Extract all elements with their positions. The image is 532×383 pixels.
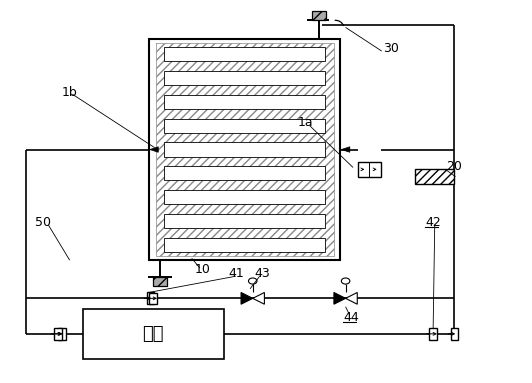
Bar bbox=[359, 162, 380, 177]
Bar bbox=[149, 39, 340, 260]
Bar bbox=[164, 190, 326, 204]
Text: 44: 44 bbox=[343, 311, 359, 324]
Bar bbox=[83, 309, 223, 358]
Bar bbox=[153, 277, 167, 286]
Polygon shape bbox=[150, 147, 159, 152]
Text: 10: 10 bbox=[194, 263, 210, 276]
Bar bbox=[312, 11, 327, 20]
Text: 42: 42 bbox=[425, 216, 441, 229]
Text: 20: 20 bbox=[446, 160, 462, 173]
Bar bbox=[58, 328, 65, 340]
Bar bbox=[451, 328, 458, 340]
Bar bbox=[164, 237, 326, 252]
Bar bbox=[147, 292, 154, 304]
Bar bbox=[164, 119, 326, 133]
Polygon shape bbox=[346, 293, 358, 304]
Text: 41: 41 bbox=[229, 267, 245, 280]
Text: 1b: 1b bbox=[62, 86, 78, 99]
Text: 43: 43 bbox=[254, 267, 270, 280]
Bar bbox=[149, 293, 157, 304]
Bar bbox=[429, 328, 437, 340]
Bar bbox=[164, 142, 326, 157]
Polygon shape bbox=[253, 293, 264, 304]
Polygon shape bbox=[342, 147, 350, 152]
Polygon shape bbox=[334, 293, 346, 304]
Bar bbox=[164, 95, 326, 109]
Polygon shape bbox=[241, 293, 253, 304]
Bar bbox=[164, 166, 326, 180]
Bar bbox=[164, 47, 326, 61]
Bar bbox=[414, 169, 454, 184]
Text: 室内: 室内 bbox=[143, 325, 164, 343]
Bar bbox=[156, 43, 334, 255]
Text: 50: 50 bbox=[35, 216, 51, 229]
Bar bbox=[54, 328, 62, 340]
Text: 30: 30 bbox=[383, 42, 398, 55]
Bar bbox=[164, 71, 326, 85]
Text: 1a: 1a bbox=[298, 116, 313, 129]
Bar bbox=[164, 214, 326, 228]
